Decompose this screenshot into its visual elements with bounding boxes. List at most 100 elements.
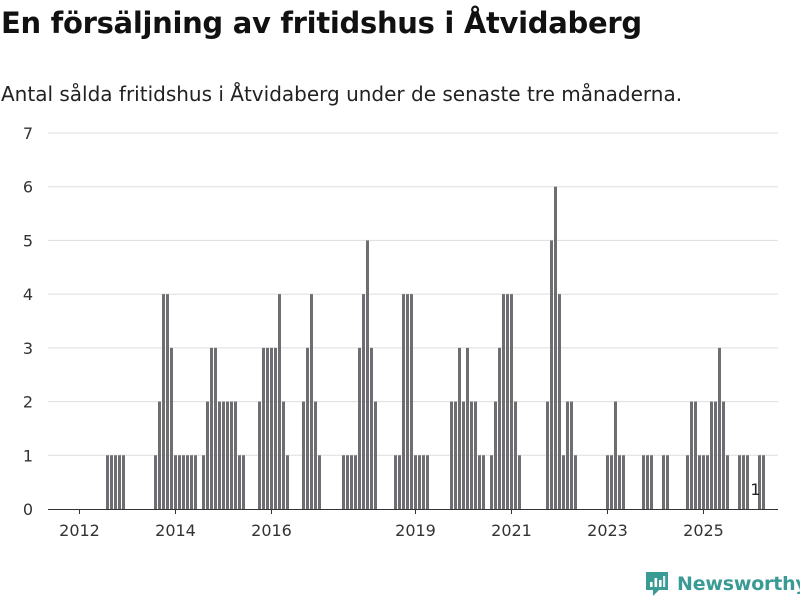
bar: [450, 401, 453, 509]
y-tick-label: 2: [23, 393, 33, 412]
newsworthy-chart-icon: [646, 572, 668, 596]
bar: [650, 455, 653, 509]
bar: [574, 455, 577, 509]
bar: [318, 455, 321, 509]
bar: [718, 347, 721, 509]
bar: [186, 455, 189, 509]
bar: [302, 401, 305, 509]
bar: [190, 455, 193, 509]
bar: [518, 455, 521, 509]
bar: [690, 401, 693, 509]
chart-title: En försäljning av fritidshus i Åtvidaber…: [1, 6, 642, 40]
bar: [286, 455, 289, 509]
bar: [762, 455, 765, 509]
bar: [414, 455, 417, 509]
bar: [342, 455, 345, 509]
bar: [202, 455, 205, 509]
bar: [490, 455, 493, 509]
bar: [110, 455, 113, 509]
bar: [242, 455, 245, 509]
bar: [310, 294, 313, 509]
bar: [354, 455, 357, 509]
x-axis: 2012 2014 2016 2019 2021 2023 2025: [48, 509, 778, 540]
bar: [366, 240, 369, 509]
bar: [494, 401, 497, 509]
bar: [230, 401, 233, 509]
bar: [702, 455, 705, 509]
y-tick-label: 1: [23, 446, 33, 465]
y-tick-label: 7: [23, 124, 33, 143]
bar: [666, 455, 669, 509]
bar: [398, 455, 401, 509]
bar: [622, 455, 625, 509]
bar: [122, 455, 125, 509]
bar: [506, 294, 509, 509]
bar: [614, 401, 617, 509]
brand-name: Newsworthy: [677, 573, 800, 595]
bar: [566, 401, 569, 509]
bar: [726, 455, 729, 509]
bar: [470, 401, 473, 509]
bar: [606, 455, 609, 509]
bar: [738, 455, 741, 509]
bar: [550, 240, 553, 509]
bar: [106, 455, 109, 509]
bar: [314, 401, 317, 509]
bar: [234, 401, 237, 509]
bar: [758, 455, 761, 509]
bar: [618, 455, 621, 509]
bar: [350, 455, 353, 509]
y-axis-labels: 0 1 2 3 4 5 6 7: [23, 124, 33, 519]
bar: [210, 347, 213, 509]
bar: [222, 401, 225, 509]
bar: [170, 347, 173, 509]
bar: [562, 455, 565, 509]
bar: [466, 347, 469, 509]
bar: [154, 455, 157, 509]
bar: [570, 401, 573, 509]
x-tick-label: 2016: [251, 521, 292, 540]
bar: [218, 401, 221, 509]
x-tick-label: 2021: [491, 521, 532, 540]
bar: [462, 401, 465, 509]
bar: [746, 455, 749, 509]
x-tick-label: 2014: [155, 521, 196, 540]
bar: [182, 455, 185, 509]
bar: [194, 455, 197, 509]
newsworthy-brand[interactable]: Newsworthy: [645, 570, 800, 598]
y-tick-label: 4: [23, 285, 33, 304]
bar: [502, 294, 505, 509]
bar: [722, 401, 725, 509]
bar: [546, 401, 549, 509]
bar: [114, 455, 117, 509]
x-tick-label: 2025: [683, 521, 724, 540]
bar: [698, 455, 701, 509]
bars: [106, 186, 765, 509]
bar: [418, 455, 421, 509]
bar: [714, 401, 717, 509]
bar: [226, 401, 229, 509]
bar: [406, 294, 409, 509]
bar: [558, 294, 561, 509]
bar: [454, 401, 457, 509]
bar: [694, 401, 697, 509]
y-tick-label: 0: [23, 500, 33, 519]
bar: [742, 455, 745, 509]
bar: [166, 294, 169, 509]
bar: [214, 347, 217, 509]
bar: [374, 401, 377, 509]
annotations: 1: [750, 480, 760, 499]
bar: [686, 455, 689, 509]
bar: [610, 455, 613, 509]
bar: [478, 455, 481, 509]
bar: [514, 401, 517, 509]
bar: [358, 347, 361, 509]
bar: [178, 455, 181, 509]
bar: [710, 401, 713, 509]
bar: [362, 294, 365, 509]
bar: [554, 186, 557, 509]
bar: [498, 347, 501, 509]
bar: [510, 294, 513, 509]
bar: [162, 294, 165, 509]
